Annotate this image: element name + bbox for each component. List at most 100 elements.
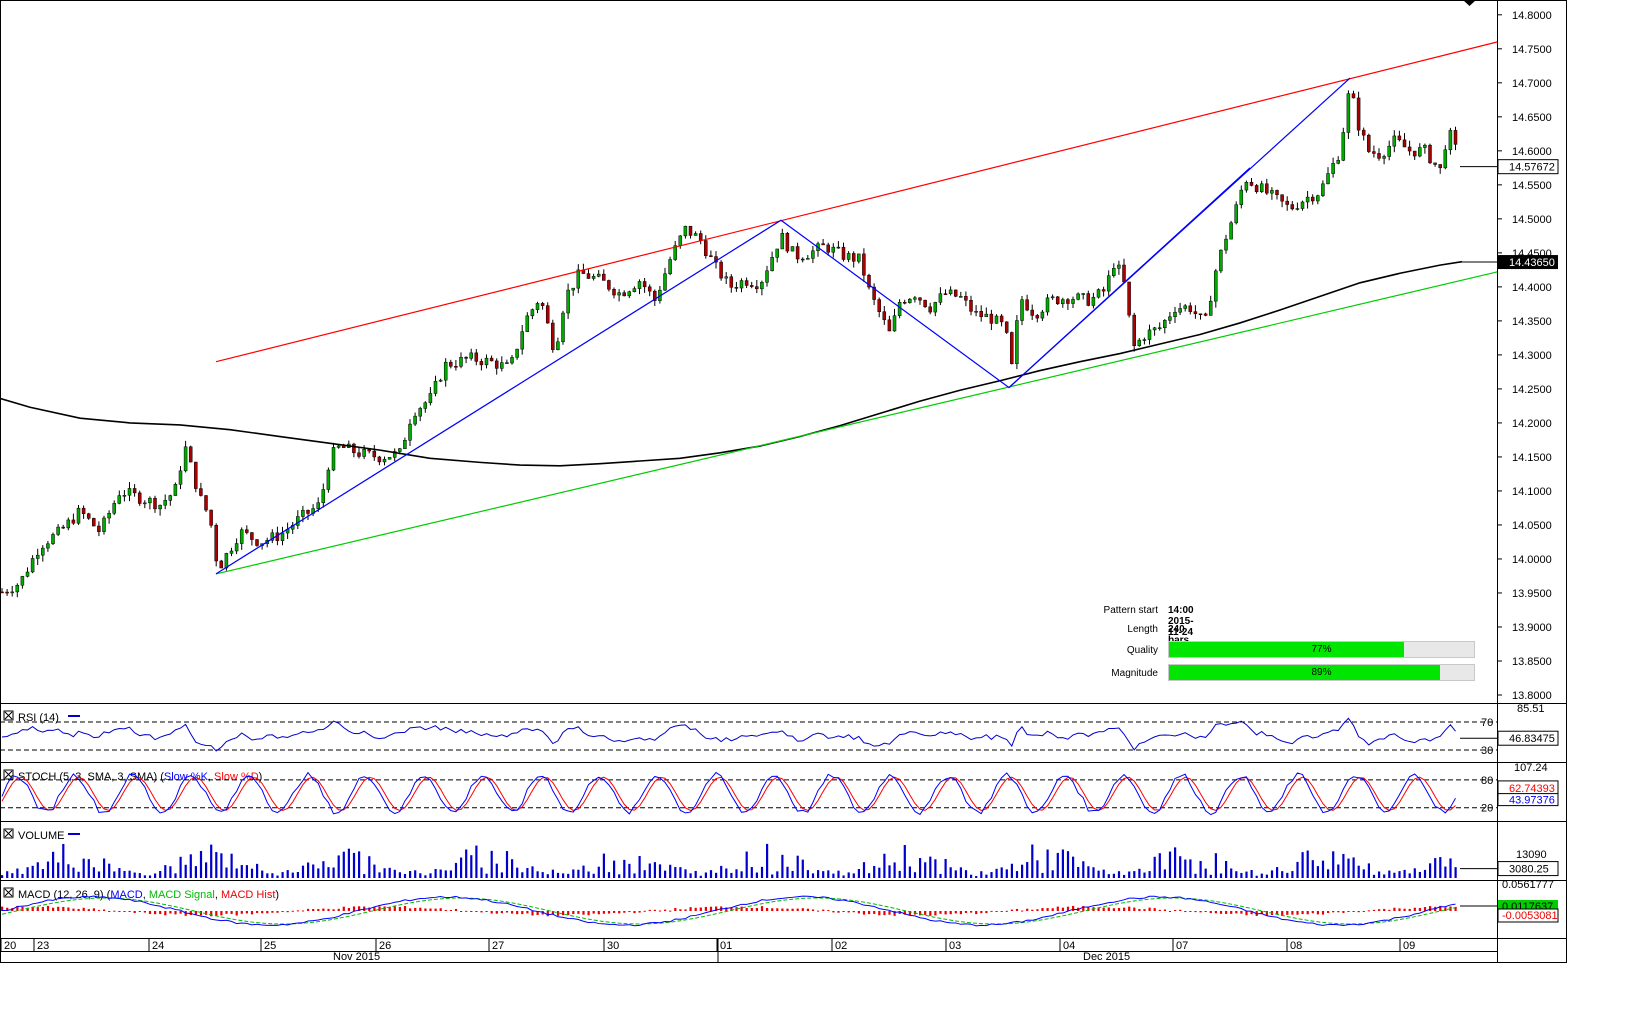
volume-bar <box>653 862 656 878</box>
volume-bar <box>888 865 891 878</box>
candle-body <box>1448 130 1453 151</box>
macd-hist-bar <box>531 911 534 916</box>
macd-hist-bar <box>1133 907 1136 911</box>
volume-bar <box>735 869 738 878</box>
volume-bar <box>46 861 50 878</box>
macd-hist-value-label: -0.0053081 <box>1502 910 1558 922</box>
candle-body <box>653 290 657 301</box>
candle-body <box>698 233 703 241</box>
candle-body <box>897 301 902 316</box>
candle-body <box>994 315 999 324</box>
macd-hist-bar <box>689 907 692 911</box>
candle-body <box>770 257 774 272</box>
candle-body <box>688 225 693 236</box>
macd-hist-bar <box>1046 908 1049 911</box>
volume-bar <box>291 872 294 878</box>
volume-bar <box>388 867 391 878</box>
macd-hist-bar <box>1102 907 1105 911</box>
day-label: 08 <box>1290 940 1302 952</box>
volume-bar <box>1026 862 1029 878</box>
volume-bar <box>77 871 80 878</box>
candle-body <box>1280 194 1284 202</box>
macd-hist-bar <box>1031 909 1034 911</box>
macd-hist-bar <box>745 908 748 911</box>
macd-hist-bar <box>755 908 758 911</box>
volume-bar <box>1291 871 1294 878</box>
candle-body <box>602 273 606 281</box>
candle-body <box>199 488 203 496</box>
candle-body <box>35 554 40 559</box>
candle-body <box>790 246 795 252</box>
candle-body <box>1106 275 1111 292</box>
candle-body <box>1290 204 1295 210</box>
volume-bar <box>470 855 473 878</box>
candle-body <box>214 525 218 562</box>
candle-body <box>1020 299 1024 321</box>
volume-bar <box>82 858 85 878</box>
volume-bar <box>143 875 146 878</box>
macd-hist-bar <box>1372 909 1376 911</box>
macd-hist-bar <box>781 908 784 911</box>
candle-body <box>1407 146 1412 152</box>
macd-hist-bar <box>271 911 274 913</box>
macd-hist-bar <box>893 911 896 916</box>
volume-bar <box>1342 853 1345 878</box>
macd-hist-bar <box>52 907 55 911</box>
macd-hist-bar <box>1041 908 1044 911</box>
volume-bar <box>1260 873 1263 878</box>
volume-bar <box>1092 867 1095 878</box>
volume-bar <box>781 854 784 878</box>
macd-hist-bar <box>842 911 845 912</box>
macd-hist-bar <box>480 911 483 913</box>
volume-bar <box>1000 867 1003 878</box>
macd-close-x-icon <box>4 888 13 897</box>
macd-hist-bar <box>46 905 50 911</box>
volume-bar <box>857 868 860 878</box>
day-label: 27 <box>492 940 504 952</box>
macd-hist-bar <box>6 907 9 911</box>
volume-bar <box>582 865 585 878</box>
candle-body <box>423 402 428 409</box>
volume-bar <box>1179 856 1182 878</box>
macd-hist-bar <box>985 911 988 914</box>
volume-bar <box>898 870 901 878</box>
macd-hist-bar <box>679 909 682 911</box>
volume-bar <box>827 870 830 878</box>
macd-hist-bar <box>378 906 381 911</box>
macd-hist-bar <box>1230 911 1233 914</box>
candle-body <box>1341 132 1346 161</box>
macd-hist-bar <box>1097 907 1100 911</box>
candle-body <box>341 445 346 448</box>
volume-bar <box>92 867 95 878</box>
candle-body <box>1443 149 1448 169</box>
volume-bar <box>312 864 315 878</box>
volume-bar <box>174 873 177 878</box>
volume-bar <box>679 867 682 878</box>
candle-body <box>148 497 152 504</box>
macd-hist-bar <box>771 908 774 911</box>
candle-body <box>1361 129 1366 136</box>
candle-body <box>1193 311 1198 315</box>
macd-hist-bar <box>123 911 126 913</box>
candle-body <box>270 532 275 541</box>
volume-bar <box>378 872 381 878</box>
macd-hist-bar <box>704 906 707 911</box>
macd-hist-bar <box>352 906 356 911</box>
macd-hist-bar <box>220 911 223 916</box>
volume-bar <box>256 863 259 878</box>
volume-bar <box>1041 872 1044 878</box>
candle-body <box>382 458 387 463</box>
volume-bar <box>878 867 881 878</box>
macd-hist-bar <box>1163 909 1166 911</box>
candle-body <box>245 529 249 533</box>
candle-body <box>1214 270 1218 302</box>
resistance-trendline <box>215 41 1498 363</box>
candle-body <box>301 509 305 517</box>
volume-bar <box>154 873 157 878</box>
candle-body <box>668 259 672 275</box>
volume-bar <box>444 870 447 878</box>
volume-bar <box>613 860 616 878</box>
candle-body <box>398 448 402 452</box>
macd-hist-bar <box>526 911 529 914</box>
macd-hist-bar <box>92 908 95 911</box>
